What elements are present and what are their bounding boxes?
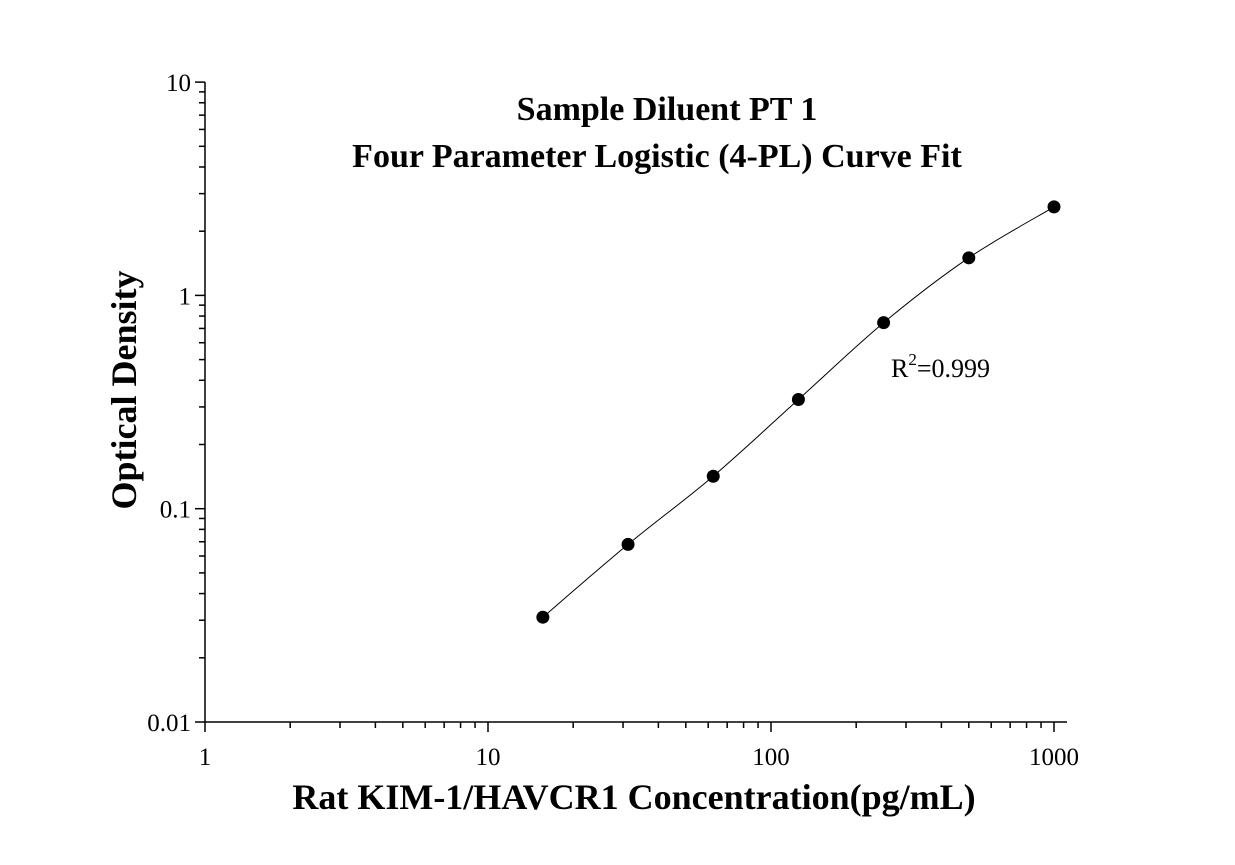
chart-subtitle: Four Parameter Logistic (4-PL) Curve Fit xyxy=(352,138,962,175)
r-squared-label: R xyxy=(891,354,909,383)
r-squared-annotation: R2=0.999 xyxy=(891,350,990,383)
data-point xyxy=(536,610,550,624)
r-squared-sup: 2 xyxy=(908,350,917,369)
data-point xyxy=(1047,200,1061,214)
x-tick-label: 1 xyxy=(199,744,212,771)
y-tick-label: 0.1 xyxy=(160,497,191,524)
data-point xyxy=(791,393,805,407)
axes: 1 10 100 1000 0.01 0.1 1 10 xyxy=(147,70,1079,771)
data-point xyxy=(962,251,976,265)
data-points xyxy=(536,200,1061,624)
r-squared-value: =0.999 xyxy=(917,354,990,383)
y-tick-label: 10 xyxy=(166,70,191,97)
data-point xyxy=(706,469,720,483)
data-point xyxy=(621,537,635,551)
x-tick-label: 100 xyxy=(752,744,790,771)
x-axis-ticks: 1 10 100 1000 xyxy=(199,722,1079,771)
chart-title: Sample Diluent PT 1 xyxy=(517,91,818,128)
fit-curve-line xyxy=(542,206,1055,618)
y-axis-ticks: 0.01 0.1 1 10 xyxy=(147,70,205,737)
y-tick-label: 1 xyxy=(179,283,192,310)
x-tick-label: 1000 xyxy=(1029,744,1079,771)
y-axis-title: Optical Density xyxy=(104,271,144,510)
data-point xyxy=(877,316,891,330)
x-tick-label: 10 xyxy=(476,744,501,771)
x-axis-title: Rat KIM-1/HAVCR1 Concentration(pg/mL) xyxy=(292,777,975,817)
y-tick-label: 0.01 xyxy=(147,710,191,737)
